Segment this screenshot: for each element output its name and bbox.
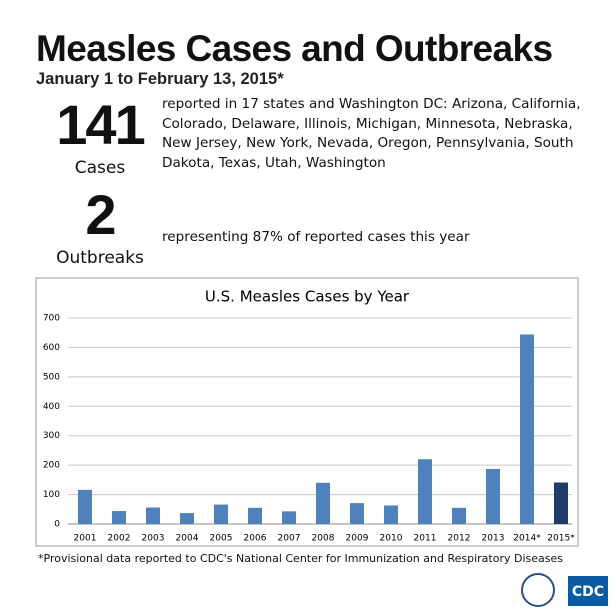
x-tick-label: 2010 [380,534,403,544]
bar [384,505,398,524]
stat-number: 2 [85,183,116,246]
bar [214,504,228,524]
y-tick-label: 300 [43,431,60,441]
y-tick-label: 700 [43,314,60,324]
x-tick-label: 2002 [108,534,131,544]
chart-frame [35,277,579,547]
y-tick-label: 100 [43,490,60,500]
bar [180,513,194,524]
x-tick-label: 2007 [278,534,301,544]
stat-text: reported in 17 states and Washington DC:… [162,96,581,171]
title: Measles Cases and Outbreaks [36,28,553,69]
x-tick-label: 2004 [176,534,199,544]
bar [554,482,568,524]
logo-text: CDC [572,584,604,600]
bar [282,511,296,524]
subtitle: January 1 to February 13, 2015* [36,70,284,88]
stat-number: 141 [56,93,145,156]
stat-text: representing 87% of reported cases this … [162,229,470,245]
x-tick-label: 2005 [210,534,233,544]
y-tick-label: 0 [54,520,60,530]
x-tick-label: 2006 [244,534,267,544]
x-tick-label: 2012 [448,534,471,544]
y-tick-label: 600 [43,343,60,353]
cdc-logo: CDC [521,573,608,607]
bar [248,507,262,524]
bar [350,503,364,524]
bar [520,334,534,524]
bar [146,507,160,524]
footnote: *Provisional data reported to CDC's Nati… [38,552,563,565]
x-tick-label: 2013 [482,534,505,544]
bar [316,482,330,524]
chart-title: U.S. Measles Cases by Year [205,288,410,306]
x-tick-label: 2014* [513,534,541,544]
y-tick-label: 500 [43,372,60,382]
y-tick-label: 200 [43,461,60,471]
bar [112,511,126,524]
x-tick-label: 2003 [142,534,165,544]
bar [486,468,500,524]
stat-label: Cases [74,158,126,178]
x-tick-label: 2011 [414,534,437,544]
x-tick-label: 2001 [74,534,97,544]
bar [418,459,432,524]
x-tick-label: 2008 [312,534,335,544]
stat-label: Outbreaks [56,248,144,268]
x-tick-label: 2015* [547,534,575,544]
x-tick-label: 2009 [346,534,369,544]
bar [78,489,92,524]
bar [452,507,466,524]
y-tick-label: 400 [43,402,60,412]
